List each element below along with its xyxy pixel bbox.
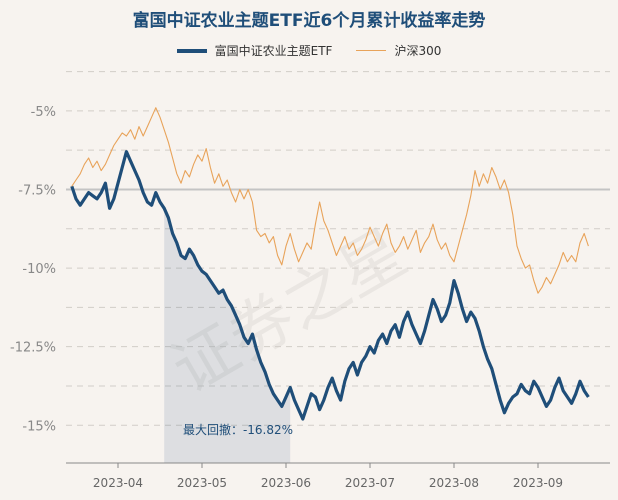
- y-tick-label-2: -10%: [22, 262, 56, 277]
- legend-item-etf: 富国中证农业主题ETF: [176, 42, 333, 59]
- legend-label-hs300: 沪深300: [394, 44, 442, 58]
- chart-title: 富国中证农业主题ETF近6个月累计收益率走势: [132, 11, 486, 31]
- drawdown-area: [164, 208, 291, 463]
- x-tick-label-3: 2023-07: [345, 476, 395, 490]
- legend-item-hs300: 沪深300: [356, 42, 441, 59]
- y-tick-label-3: -12.5%: [10, 341, 56, 356]
- series-line-hs300: [71, 107, 589, 294]
- max-drawdown-annotation: 最大回撤：-16.82%: [183, 422, 293, 437]
- x-tick-label-5: 2023-09: [513, 476, 563, 490]
- x-tick-label-0: 2023-04: [93, 476, 143, 490]
- legend-label-etf: 富国中证农业主题ETF: [214, 44, 333, 58]
- series-line-etf: [70, 150, 590, 421]
- y-tick-label-4: -15%: [22, 419, 56, 434]
- legend-swatch-etf: [176, 48, 207, 53]
- x-tick-label-2: 2023-06: [261, 476, 311, 490]
- x-tick-label-1: 2023-05: [177, 476, 227, 490]
- legend-swatch-hs300: [356, 50, 387, 51]
- x-tick-label-4: 2023-08: [429, 476, 479, 490]
- y-tick-label-1: -7.5%: [18, 183, 56, 198]
- legend: 富国中证农业主题ETF 沪深300: [0, 42, 618, 59]
- y-tick-label-0: -5%: [31, 105, 56, 120]
